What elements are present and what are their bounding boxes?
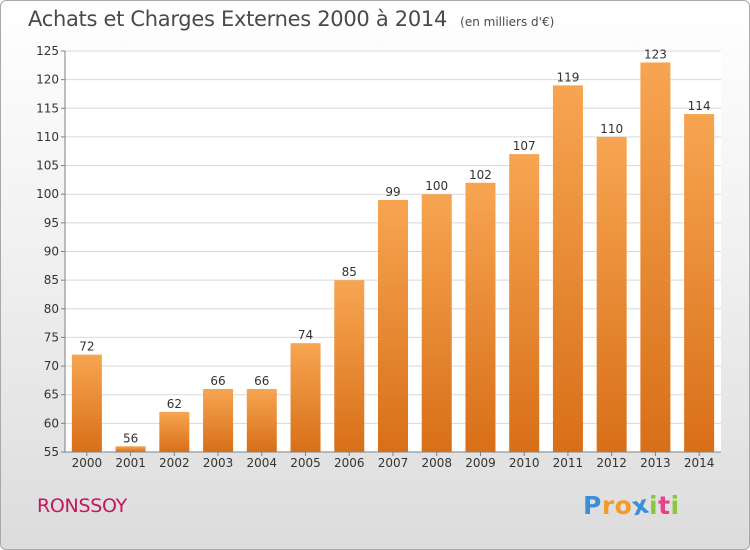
x-tick-label: 2005 (290, 456, 321, 470)
y-tick-label: 65 (44, 388, 59, 402)
bar (509, 154, 540, 452)
logo-letter: o (614, 491, 633, 520)
value-label: 102 (469, 168, 492, 182)
bar (246, 388, 277, 452)
x-tick-label: 2012 (596, 456, 627, 470)
value-label: 56 (123, 431, 138, 445)
x-tick-label: 2003 (203, 456, 234, 470)
x-tick-label: 2008 (421, 456, 452, 470)
y-tick-label: 105 (36, 159, 59, 173)
x-tick-label: 2014 (684, 456, 715, 470)
logo-letter: i (670, 491, 680, 520)
x-tick-label: 2011 (553, 456, 584, 470)
proxiti-logo: Proxiti (583, 490, 680, 522)
y-tick-label: 95 (44, 216, 59, 230)
value-label: 66 (254, 374, 269, 388)
x-tick-label: 2001 (115, 456, 146, 470)
y-tick-label: 70 (44, 359, 59, 373)
bar (71, 354, 102, 452)
value-label: 72 (79, 340, 94, 354)
chart-title: Achats et Charges Externes 2000 à 2014 (28, 7, 448, 31)
bar (596, 136, 627, 452)
x-tick-label: 2000 (72, 456, 103, 470)
logo-letter: r (601, 491, 615, 520)
y-tick-label: 75 (44, 330, 59, 344)
chart-subtitle: (en milliers d'€) (460, 15, 555, 29)
x-tick-label: 2006 (334, 456, 365, 470)
bar (334, 280, 365, 452)
y-tick-label: 120 (36, 73, 59, 87)
y-tick-label: 90 (44, 245, 59, 259)
bar (203, 388, 234, 452)
y-tick-label: 110 (36, 130, 59, 144)
value-label: 66 (210, 374, 225, 388)
x-tick-label: 2002 (159, 456, 190, 470)
value-label: 107 (513, 139, 536, 153)
y-tick-label: 55 (44, 445, 59, 459)
y-tick-label: 115 (36, 101, 59, 115)
x-tick-label: 2009 (465, 456, 496, 470)
title-block: Achats et Charges Externes 2000 à 2014 (… (28, 7, 554, 31)
value-label: 99 (385, 185, 400, 199)
bar (421, 194, 452, 452)
value-label: 62 (167, 397, 182, 411)
bar (290, 343, 321, 452)
x-tick-label: 2013 (640, 456, 671, 470)
y-tick-label: 100 (36, 187, 59, 201)
bar (640, 62, 671, 452)
value-label: 114 (688, 99, 711, 113)
x-tick-label: 2004 (247, 456, 278, 470)
y-tick-label: 125 (36, 44, 59, 58)
bar (465, 182, 496, 452)
bar (378, 199, 408, 452)
y-tick-label: 80 (44, 302, 59, 316)
bar (552, 85, 583, 452)
value-label: 119 (556, 70, 579, 84)
bar (159, 411, 190, 452)
value-label: 74 (298, 328, 313, 342)
value-label: 123 (644, 47, 667, 61)
logo-letter: P (583, 491, 602, 520)
bar (115, 446, 146, 452)
value-label: 110 (600, 122, 623, 136)
commune-name: RONSSOY (37, 495, 127, 517)
value-label: 85 (342, 265, 357, 279)
bar (684, 114, 715, 452)
value-label: 100 (425, 179, 448, 193)
y-tick-label: 60 (44, 416, 59, 430)
x-tick-label: 2007 (378, 456, 409, 470)
logo-letter: i (649, 491, 659, 520)
x-tick-label: 2010 (509, 456, 540, 470)
logo-letter: t (658, 491, 671, 520)
y-tick-label: 85 (44, 273, 59, 287)
